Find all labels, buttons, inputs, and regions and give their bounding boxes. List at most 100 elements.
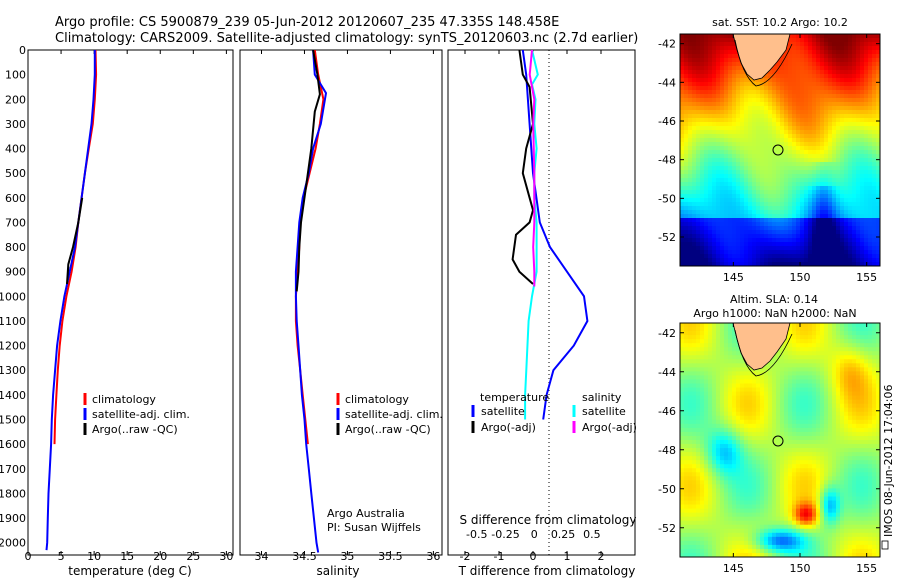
map-cell bbox=[848, 435, 853, 441]
map-cell bbox=[856, 226, 861, 231]
map-cell bbox=[740, 238, 745, 243]
map-cell bbox=[836, 126, 841, 131]
map-cell bbox=[752, 440, 757, 445]
map-cell bbox=[776, 448, 781, 453]
map-cell bbox=[804, 210, 809, 215]
map-cell bbox=[700, 331, 705, 336]
map-cell bbox=[860, 375, 865, 380]
map-cell bbox=[796, 218, 801, 223]
map-cell bbox=[804, 86, 809, 91]
map-cell bbox=[692, 34, 697, 39]
map-cell bbox=[828, 431, 833, 437]
map-cell bbox=[824, 435, 829, 441]
map-cell bbox=[704, 218, 709, 223]
map-cell bbox=[736, 379, 741, 384]
map-cell bbox=[768, 367, 773, 372]
map-cell bbox=[840, 359, 845, 364]
map-cell bbox=[700, 391, 705, 397]
map-cell bbox=[768, 427, 773, 433]
map-cell bbox=[680, 210, 685, 215]
map-cell bbox=[736, 452, 741, 457]
map-cell bbox=[688, 70, 693, 75]
map-cell bbox=[864, 335, 869, 340]
map-cell bbox=[744, 427, 749, 433]
map-cell bbox=[808, 444, 813, 449]
map-cell bbox=[724, 78, 729, 83]
map-cell bbox=[816, 435, 821, 441]
map-cell bbox=[856, 407, 861, 413]
map-cell bbox=[840, 146, 845, 151]
map-cell bbox=[760, 138, 765, 143]
map-cell bbox=[760, 90, 765, 95]
map-cell bbox=[852, 70, 857, 75]
map-cell bbox=[828, 90, 833, 95]
map-cell bbox=[800, 355, 805, 360]
map-cell bbox=[776, 351, 781, 356]
map-cell bbox=[764, 158, 769, 163]
map-cell bbox=[744, 460, 749, 465]
map-cell bbox=[756, 250, 761, 255]
map-cell bbox=[812, 419, 817, 425]
map-cell bbox=[852, 254, 857, 259]
map-cell bbox=[796, 254, 801, 259]
map-cell bbox=[768, 250, 773, 255]
map-cell bbox=[764, 190, 769, 195]
map-cell bbox=[700, 154, 705, 159]
map-cell bbox=[680, 323, 685, 328]
map-cell bbox=[728, 42, 733, 47]
map-cell bbox=[708, 452, 713, 457]
map-cell bbox=[792, 339, 797, 344]
map-cell bbox=[696, 391, 701, 397]
map-cell bbox=[688, 146, 693, 151]
map-cell bbox=[856, 186, 861, 191]
map-cell bbox=[684, 150, 689, 155]
map-cell bbox=[792, 258, 797, 263]
map-cell bbox=[680, 435, 685, 441]
map-cell bbox=[804, 383, 809, 388]
map-cell bbox=[764, 375, 769, 380]
map-cell bbox=[768, 106, 773, 111]
map-cell bbox=[712, 198, 717, 203]
map-cell bbox=[780, 174, 785, 179]
map-cell bbox=[768, 230, 773, 235]
map-cell bbox=[680, 339, 685, 344]
map-cell bbox=[728, 456, 733, 461]
map-cell bbox=[744, 444, 749, 449]
map-cell bbox=[840, 367, 845, 372]
map-cell bbox=[744, 198, 749, 203]
map-cell bbox=[796, 411, 801, 417]
map-cell bbox=[876, 118, 880, 123]
map-cell bbox=[868, 154, 873, 159]
map-cell bbox=[824, 331, 829, 336]
map-cell bbox=[816, 359, 821, 364]
map-cell bbox=[764, 170, 769, 175]
map-cell bbox=[712, 150, 717, 155]
map-cell bbox=[780, 210, 785, 215]
map-cell bbox=[732, 110, 737, 115]
map-cell bbox=[684, 178, 689, 183]
map-cell bbox=[876, 34, 880, 39]
map-cell bbox=[768, 150, 773, 155]
map-cell bbox=[820, 327, 825, 332]
map-cell bbox=[764, 202, 769, 207]
map-cell bbox=[776, 431, 781, 437]
map-cell bbox=[756, 130, 761, 135]
map-cell bbox=[836, 427, 841, 433]
map-cell bbox=[716, 62, 721, 67]
map-cell bbox=[688, 419, 693, 425]
map-cell bbox=[840, 258, 845, 263]
map-cell bbox=[692, 367, 697, 372]
map-cell bbox=[780, 359, 785, 364]
map-cell bbox=[816, 423, 821, 429]
map-cell bbox=[780, 448, 785, 453]
map-cell bbox=[700, 214, 705, 219]
map-cell bbox=[860, 102, 865, 107]
map-cell bbox=[784, 347, 789, 352]
map-cell bbox=[728, 170, 733, 175]
map-cell bbox=[832, 407, 837, 413]
map-cell bbox=[716, 367, 721, 372]
map-cell bbox=[812, 335, 817, 340]
map-cell bbox=[856, 34, 861, 39]
map-cell bbox=[800, 82, 805, 87]
map-cell bbox=[736, 435, 741, 441]
